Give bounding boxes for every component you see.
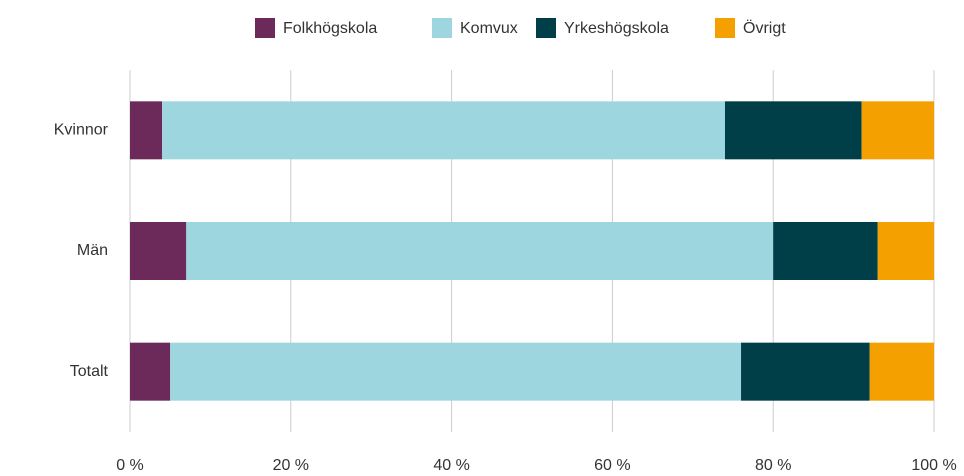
x-tick-label: 40 %: [433, 457, 469, 474]
legend-label: Folkhögskola: [283, 20, 377, 37]
y-tick-label: Män: [77, 242, 108, 259]
bar-segment: [186, 222, 774, 280]
legend-label: Yrkeshögskola: [564, 20, 669, 37]
x-tick-label: 80 %: [755, 457, 791, 474]
legend-swatch: [536, 18, 556, 38]
bar-segment: [877, 222, 934, 280]
x-tick-label: 100 %: [911, 457, 956, 474]
legend-label: Övrigt: [743, 19, 786, 37]
bar-segment: [869, 342, 934, 401]
bar-segment: [162, 101, 725, 160]
x-tick-label: 60 %: [594, 457, 630, 474]
bar-segment: [724, 101, 862, 160]
y-tick-label: Totalt: [70, 363, 109, 380]
legend-swatch: [432, 18, 452, 38]
x-tick-label: 0 %: [116, 457, 144, 474]
bar-segment: [170, 342, 742, 401]
bar-segment: [741, 342, 870, 401]
bar-segment: [861, 101, 934, 160]
bar-segment: [130, 222, 187, 280]
y-tick-label: Kvinnor: [54, 122, 109, 139]
legend-label: Komvux: [460, 20, 518, 37]
bar-segment: [130, 101, 163, 160]
legend-swatch: [255, 18, 275, 38]
bar-segment: [130, 342, 171, 401]
x-tick-label: 20 %: [273, 457, 309, 474]
legend-swatch: [715, 18, 735, 38]
bar-segment: [773, 222, 878, 280]
